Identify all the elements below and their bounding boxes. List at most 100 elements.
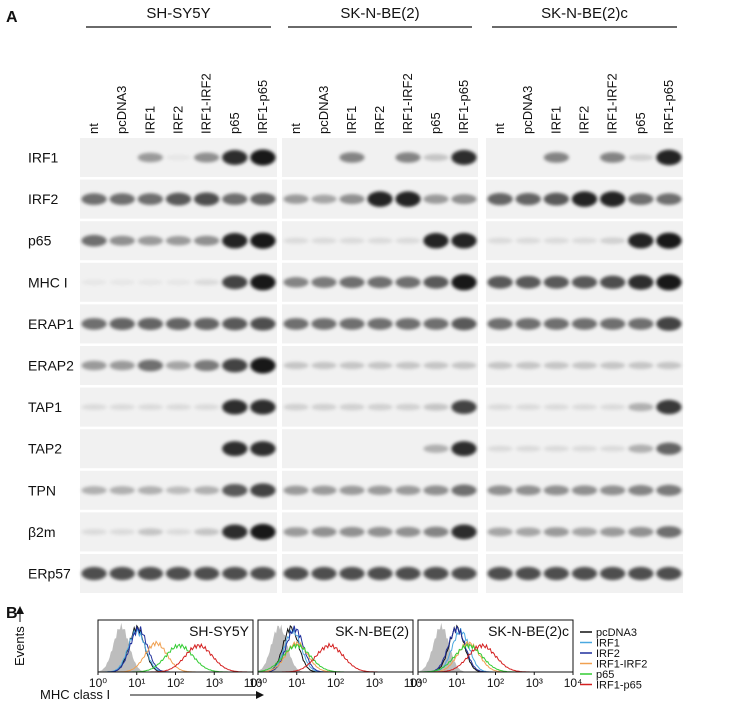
lane-label: pcDNA3 — [316, 86, 331, 134]
blot-band — [193, 486, 220, 495]
blot-band — [109, 279, 135, 286]
x-tick-label: 10³ — [366, 676, 383, 690]
blot-band — [395, 318, 421, 330]
blot-band — [137, 193, 164, 205]
lane-label: p65 — [428, 112, 443, 134]
blot-band — [515, 361, 541, 370]
x-arrow-head — [256, 691, 264, 699]
blot-band — [451, 566, 477, 581]
x-axis-label: MHC class I — [40, 687, 110, 702]
lane-label: IRF2 — [577, 106, 592, 134]
blot-band — [543, 445, 570, 452]
blot-band — [193, 279, 220, 286]
blot-band — [628, 232, 654, 249]
blot-band — [222, 566, 248, 581]
blot-band — [81, 528, 107, 535]
blot-band — [571, 566, 598, 581]
blot-band — [222, 275, 248, 290]
blot-band — [283, 318, 309, 330]
protein-label: TAP2 — [28, 441, 62, 457]
lane-label: IRF1-IRF2 — [400, 73, 415, 134]
blot-band — [571, 527, 598, 537]
blot-band — [109, 235, 135, 246]
blot-band — [451, 361, 477, 370]
blot-band — [599, 275, 626, 289]
blot-band — [250, 317, 276, 331]
blot-band — [250, 149, 276, 166]
x-tick-label: 10⁴ — [564, 676, 583, 690]
blot-band — [250, 193, 276, 206]
blot-band — [339, 485, 365, 495]
blot-band — [137, 528, 164, 536]
protein-label: MHC I — [28, 274, 68, 290]
blot-band — [628, 361, 654, 370]
blot-band — [367, 237, 393, 244]
blot-band — [395, 566, 421, 581]
lane-label: IRF1 — [344, 106, 359, 134]
blot-band — [515, 275, 541, 289]
blot-band — [571, 191, 598, 207]
blot-band — [81, 360, 107, 371]
cell-line-label: SK-N-BE(2) — [340, 5, 419, 22]
lane-label: p65 — [227, 112, 242, 134]
x-tick-label: 10⁴ — [244, 676, 263, 690]
blot-band — [487, 485, 513, 496]
lane-label: IRF1-p65 — [255, 80, 270, 134]
blot-band — [137, 404, 164, 411]
blot-band — [395, 485, 421, 495]
blot-band — [487, 566, 513, 581]
lane-label: IRF1-p65 — [661, 80, 676, 134]
panel-label: A — [6, 9, 18, 26]
x-tick-label: 10² — [487, 676, 504, 690]
blot-band — [487, 275, 513, 289]
blot-band — [656, 317, 682, 331]
blot-band — [81, 234, 107, 247]
blot-band — [656, 484, 682, 496]
blot-band — [165, 486, 192, 495]
cell-line-label: SK-N-BE(2)c — [541, 5, 628, 22]
blot-band — [628, 318, 654, 330]
blot-band — [165, 361, 192, 370]
blot-band — [367, 526, 393, 537]
blot-band — [423, 526, 449, 538]
blot-band — [487, 237, 513, 244]
blot-band — [339, 276, 365, 289]
blot-band — [451, 194, 477, 205]
blot-band — [395, 526, 421, 537]
legend-label: IRF1-IRF2 — [596, 659, 647, 671]
protein-label: ERp57 — [28, 566, 71, 582]
blot-band — [222, 150, 248, 165]
blot-band — [367, 361, 393, 370]
lane-label: nt — [86, 123, 101, 134]
lane-label: nt — [492, 123, 507, 134]
blot-band — [423, 318, 449, 330]
blot-band — [137, 152, 164, 163]
blot-band — [339, 318, 365, 330]
blot-band — [487, 445, 513, 452]
blot-band — [283, 194, 309, 204]
isotype-histogram — [258, 624, 413, 672]
blot-strip — [282, 138, 478, 177]
blot-band — [571, 404, 598, 411]
blot-band — [599, 152, 626, 163]
x-tick-label: 10¹ — [448, 676, 465, 690]
plot-title: SH-SY5Y — [189, 623, 250, 639]
blot-band — [165, 236, 192, 246]
blot-band — [543, 275, 570, 289]
blot-band — [165, 154, 192, 161]
blot-band — [367, 191, 393, 207]
blot-band — [109, 317, 135, 330]
blot-band — [515, 527, 541, 537]
blot-band — [423, 232, 449, 249]
blot-band — [599, 361, 626, 370]
blot-band — [656, 193, 682, 205]
blot-band — [571, 237, 598, 244]
blot-band — [599, 318, 626, 330]
lane-label: IRF1-IRF2 — [199, 73, 214, 134]
blot-band — [137, 566, 164, 581]
lane-label: nt — [288, 123, 303, 134]
blot-band — [165, 528, 192, 535]
protein-label: ERAP1 — [28, 316, 74, 332]
blot-band — [137, 236, 164, 246]
